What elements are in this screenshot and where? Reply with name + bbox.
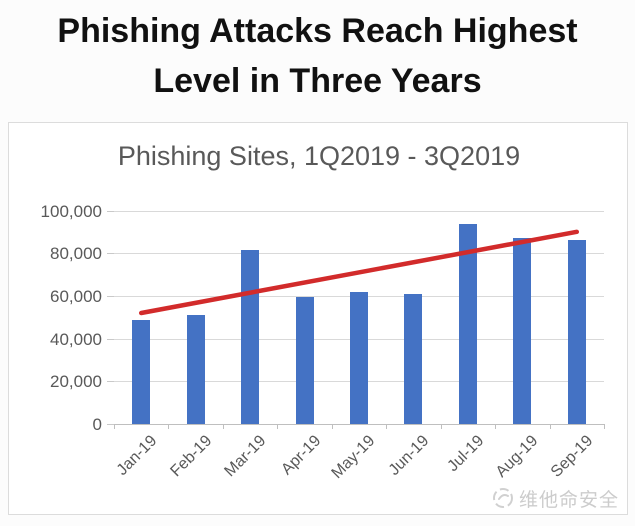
- x-axis-label-jun-19: Jun-19: [386, 432, 433, 479]
- y-axis-tick: [107, 210, 114, 212]
- bar-jan-19: [132, 320, 151, 424]
- x-axis-label-mar-19: Mar-19: [221, 432, 270, 481]
- y-axis-tick: [107, 381, 114, 383]
- x-axis-label-feb-19: Feb-19: [167, 432, 215, 481]
- swirl-logo-icon: [492, 487, 514, 509]
- bar-feb-19: [186, 315, 205, 424]
- x-axis-label-may-19: May-19: [328, 432, 379, 483]
- x-axis-tick: [604, 424, 605, 429]
- x-axis-tick: [114, 424, 115, 429]
- y-axis-label: 0: [92, 415, 102, 434]
- y-axis-label: 40,000: [50, 329, 102, 349]
- y-axis-label: 100,000: [40, 201, 102, 221]
- y-axis-label: 60,000: [50, 286, 102, 306]
- watermark-text: 维他命安全: [519, 489, 620, 511]
- x-axis-label-jan-19: Jan-19: [113, 432, 161, 479]
- bar-apr-19: [295, 296, 314, 424]
- bar-jun-19: [404, 293, 423, 424]
- gridline-100000: [114, 210, 604, 212]
- page-title: Phishing Attacks Reach Highest Level in …: [0, 6, 635, 106]
- x-axis-tick: [386, 424, 388, 429]
- bar-jul-19: [458, 224, 477, 424]
- x-axis-tick: [549, 424, 551, 429]
- x-axis-tick: [440, 424, 442, 429]
- bar-may-19: [350, 292, 368, 424]
- bar-aug-19: [513, 238, 532, 424]
- x-axis-tick: [331, 424, 333, 429]
- y-axis-tick: [107, 253, 114, 255]
- x-axis-label-apr-19: Apr-19: [277, 432, 324, 479]
- y-axis-tick: [107, 338, 114, 340]
- chart-plot-area: 0 20,000 40,000 60,000 80,000 100,000 Jan-19 Fe…: [9, 123, 629, 516]
- page-title-line-1: Phishing Attacks Reach Highest: [57, 12, 578, 50]
- bar-mar-19: [241, 249, 260, 424]
- x-axis-tick: [495, 424, 497, 429]
- y-axis-label: 20,000: [50, 372, 102, 392]
- x-axis-label-jul-19: Jul-19: [444, 432, 488, 476]
- bar-sep-19: [567, 240, 586, 424]
- x-axis-tick: [222, 424, 224, 429]
- chart: Phishing Sites, 1Q2019 - 3Q2019 0 20,000 4…: [8, 122, 628, 515]
- x-axis-tick: [277, 424, 279, 429]
- watermark: 维他命安全: [492, 484, 619, 512]
- chart-title: Phishing Sites, 1Q2019 - 3Q2019: [117, 141, 521, 171]
- x-axis-line: [114, 424, 604, 425]
- y-axis-label: 80,000: [50, 244, 102, 264]
- x-axis-tick: [168, 424, 170, 429]
- page-title-line-2: Level in Three Years: [153, 62, 482, 100]
- y-axis-tick: [107, 295, 114, 297]
- trendline: [138, 229, 580, 316]
- y-axis-tick: [107, 424, 114, 425]
